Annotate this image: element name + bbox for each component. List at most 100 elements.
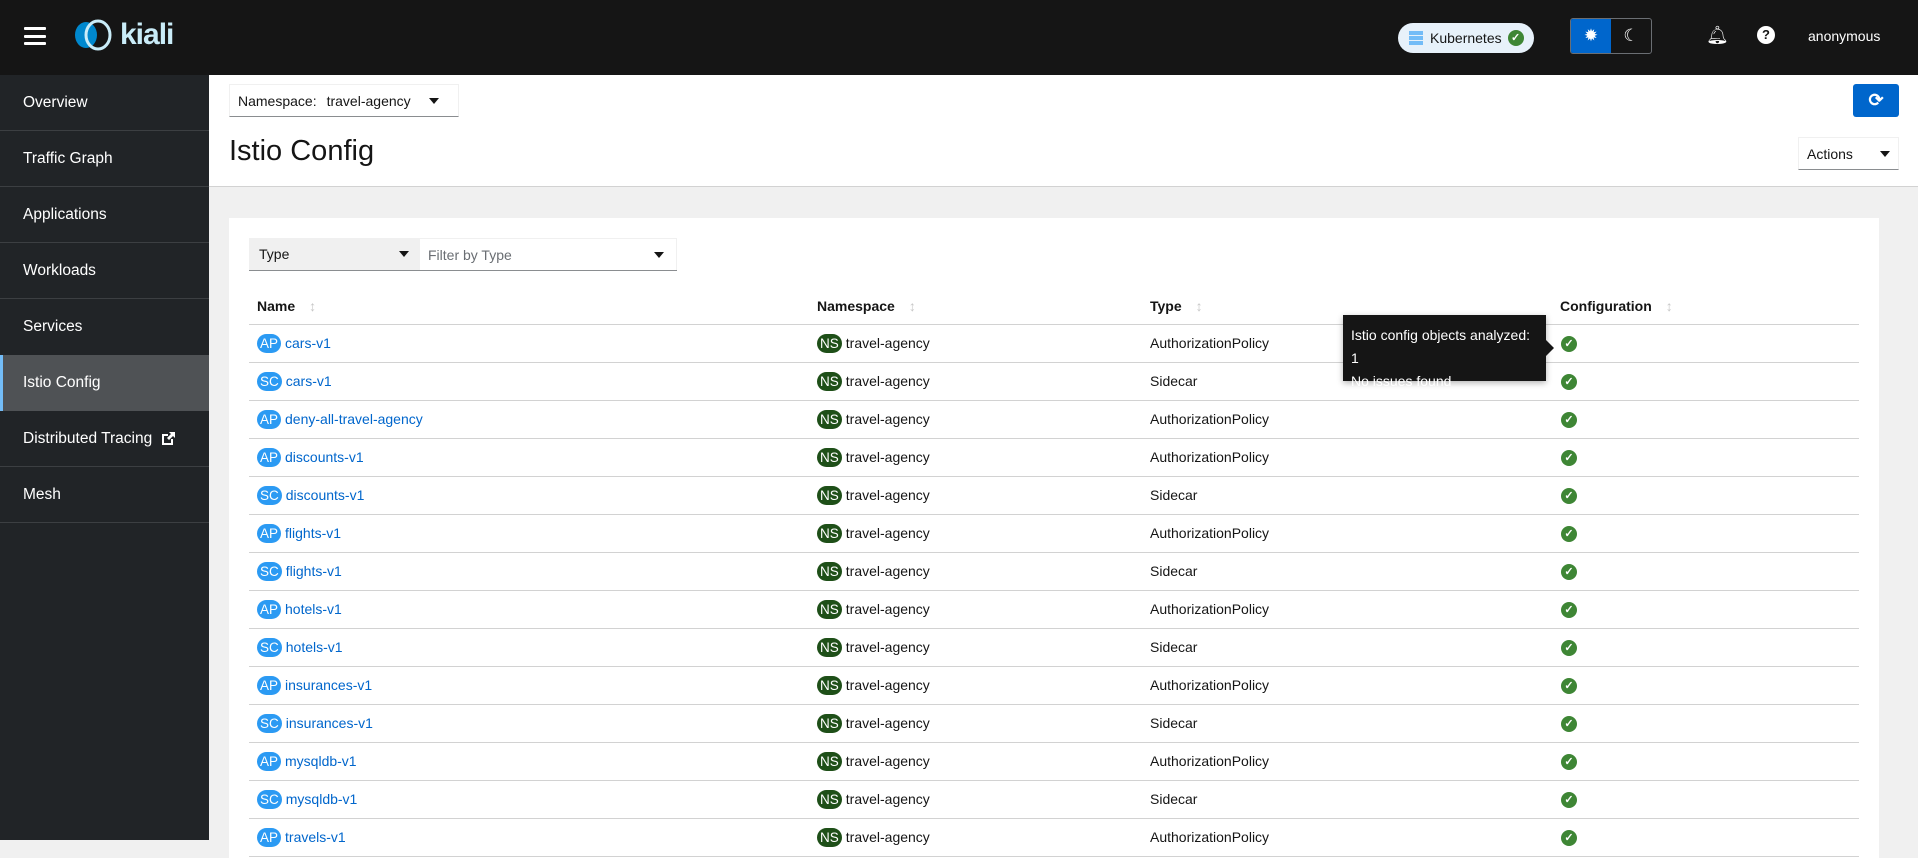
column-header[interactable]: Configuration ↕ bbox=[1552, 288, 1859, 325]
config-name-link[interactable]: cars-v1 bbox=[285, 372, 332, 389]
validation-tooltip: Istio config objects analyzed: 1 No issu… bbox=[1343, 315, 1554, 389]
check-circle-icon[interactable]: ✓ bbox=[1561, 412, 1577, 428]
namespace-cell: NS travel-agency bbox=[809, 780, 1142, 819]
sun-icon[interactable]: ✹ bbox=[1571, 19, 1611, 53]
filter-value-select[interactable]: Filter by Type bbox=[419, 238, 677, 270]
configuration-cell: ✓ bbox=[1552, 476, 1859, 515]
name-cell: AP deny-all-travel-agency bbox=[249, 400, 809, 439]
config-name-link[interactable]: mysqldb-v1 bbox=[285, 790, 358, 807]
type-cell: Sidecar bbox=[1142, 704, 1552, 743]
sidebar-item-label: Applications bbox=[23, 205, 107, 223]
namespace-cell: NS travel-agency bbox=[809, 438, 1142, 477]
type-badge: AP bbox=[257, 675, 282, 695]
check-circle-icon[interactable]: ✓ bbox=[1561, 716, 1577, 732]
page-title: Istio Config bbox=[229, 135, 375, 167]
check-circle-icon[interactable]: ✓ bbox=[1561, 640, 1577, 656]
type-cell: AuthorizationPolicy bbox=[1142, 666, 1552, 705]
bell-icon[interactable]: 🔔︎ bbox=[1706, 25, 1729, 45]
sidebar-item-istio-config[interactable]: Istio Config bbox=[0, 355, 209, 411]
check-circle-icon[interactable]: ✓ bbox=[1561, 830, 1577, 846]
configuration-cell: ✓ bbox=[1552, 514, 1859, 553]
namespace-dropdown[interactable]: Namespace: travel-agency bbox=[229, 84, 459, 117]
namespace-badge: NS bbox=[817, 637, 842, 657]
name-cell: SC cars-v1 bbox=[249, 362, 809, 401]
theme-toggle[interactable]: ✹ ☾ bbox=[1570, 18, 1652, 54]
sort-icon[interactable]: ↕ bbox=[1195, 297, 1203, 314]
namespace-text: travel-agency bbox=[845, 486, 930, 503]
table-row: AP travels-v1 NS travel-agency Authorizati… bbox=[249, 818, 1859, 857]
sidebar-item-traffic-graph[interactable]: Traffic Graph bbox=[0, 131, 209, 187]
namespace-text: travel-agency bbox=[845, 562, 930, 579]
column-header[interactable]: Namespace ↕ bbox=[809, 288, 1142, 325]
config-name-link[interactable]: hotels-v1 bbox=[285, 638, 343, 655]
type-cell: AuthorizationPolicy bbox=[1142, 742, 1552, 781]
user-menu[interactable]: anonymous bbox=[1808, 28, 1881, 44]
check-circle-icon[interactable]: ✓ bbox=[1561, 374, 1577, 390]
config-name-link[interactable]: insurances-v1 bbox=[285, 714, 373, 731]
moon-icon[interactable]: ☾ bbox=[1623, 26, 1639, 45]
filter-type-select[interactable]: Type bbox=[249, 238, 419, 270]
caret-down-icon bbox=[654, 251, 664, 258]
type-badge: AP bbox=[257, 523, 282, 543]
check-circle-icon[interactable]: ✓ bbox=[1561, 602, 1577, 618]
check-circle-icon[interactable]: ✓ bbox=[1561, 678, 1577, 694]
help-icon[interactable]: ? bbox=[1757, 26, 1775, 44]
name-cell: AP cars-v1 bbox=[249, 324, 809, 363]
config-name-link[interactable]: deny-all-travel-agency bbox=[285, 410, 423, 427]
kiali-logo[interactable]: kiali bbox=[70, 18, 174, 52]
name-cell: AP hotels-v1 bbox=[249, 590, 809, 629]
column-label: Name bbox=[257, 297, 296, 314]
check-circle-icon[interactable]: ✓ bbox=[1561, 792, 1577, 808]
sort-icon[interactable]: ↕ bbox=[309, 297, 317, 314]
sidebar-item-applications[interactable]: Applications bbox=[0, 187, 209, 243]
config-name-link[interactable]: insurances-v1 bbox=[285, 676, 373, 693]
table-row: SC insurances-v1 NS travel-agency Sidecar … bbox=[249, 704, 1859, 743]
sort-icon[interactable]: ↕ bbox=[1665, 297, 1673, 314]
actions-dropdown[interactable]: Actions bbox=[1798, 137, 1899, 170]
sidebar-item-overview[interactable]: Overview bbox=[0, 75, 209, 131]
check-circle-icon[interactable]: ✓ bbox=[1561, 564, 1577, 580]
filter-type-label: Type bbox=[259, 246, 290, 262]
check-circle-icon[interactable]: ✓ bbox=[1561, 336, 1577, 352]
config-name-link[interactable]: flights-v1 bbox=[285, 562, 342, 579]
check-circle-icon[interactable]: ✓ bbox=[1561, 450, 1577, 466]
config-name-link[interactable]: cars-v1 bbox=[285, 334, 331, 351]
refresh-button[interactable]: ⟳ bbox=[1853, 84, 1899, 117]
istio-config-table: Name ↕ Namespace ↕ Type ↕ Configuration ↕ AP car… bbox=[249, 288, 1859, 857]
sidebar-item-workloads[interactable]: Workloads bbox=[0, 243, 209, 299]
cluster-status-badge[interactable]: Kubernetes ✓ bbox=[1398, 23, 1534, 53]
sidebar-item-mesh[interactable]: Mesh bbox=[0, 467, 209, 523]
table-row: SC hotels-v1 NS travel-agency Sidecar ✓ bbox=[249, 628, 1859, 667]
namespace-text: travel-agency bbox=[845, 714, 930, 731]
table-row: AP flights-v1 NS travel-agency Authorizati… bbox=[249, 514, 1859, 553]
namespace-text: travel-agency bbox=[845, 752, 930, 769]
istio-config-card: Type Filter by Type Name ↕ Namespace ↕ Type ↕… bbox=[229, 218, 1879, 858]
check-circle-icon[interactable]: ✓ bbox=[1561, 488, 1577, 504]
check-circle-icon[interactable]: ✓ bbox=[1561, 754, 1577, 770]
check-circle-icon[interactable]: ✓ bbox=[1561, 526, 1577, 542]
config-name-link[interactable]: mysqldb-v1 bbox=[285, 752, 357, 769]
menu-icon[interactable] bbox=[24, 27, 46, 45]
sidebar-item-services[interactable]: Services bbox=[0, 299, 209, 355]
caret-down-icon bbox=[399, 251, 409, 257]
namespace-cell: NS travel-agency bbox=[809, 742, 1142, 781]
sidebar-item-distributed-tracing[interactable]: Distributed Tracing bbox=[0, 411, 209, 467]
configuration-cell: ✓ bbox=[1552, 552, 1859, 591]
namespace-cell: NS travel-agency bbox=[809, 362, 1142, 401]
type-badge: AP bbox=[257, 333, 282, 353]
namespace-badge: NS bbox=[817, 675, 842, 695]
column-header[interactable]: Name ↕ bbox=[249, 288, 809, 325]
sidebar-item-label: Traffic Graph bbox=[23, 149, 113, 167]
config-name-link[interactable]: discounts-v1 bbox=[285, 486, 365, 503]
type-badge: AP bbox=[257, 447, 282, 467]
table-row: AP cars-v1 NS travel-agency AuthorizationP… bbox=[249, 324, 1859, 363]
type-badge: AP bbox=[257, 751, 282, 771]
type-badge: SC bbox=[257, 713, 282, 733]
sort-icon[interactable]: ↕ bbox=[908, 297, 916, 314]
config-name-link[interactable]: discounts-v1 bbox=[285, 448, 364, 465]
config-name-link[interactable]: flights-v1 bbox=[285, 524, 342, 541]
config-name-link[interactable]: hotels-v1 bbox=[285, 600, 342, 617]
caret-down-icon bbox=[1880, 150, 1890, 157]
namespace-cell: NS travel-agency bbox=[809, 590, 1142, 629]
config-name-link[interactable]: travels-v1 bbox=[285, 828, 346, 845]
